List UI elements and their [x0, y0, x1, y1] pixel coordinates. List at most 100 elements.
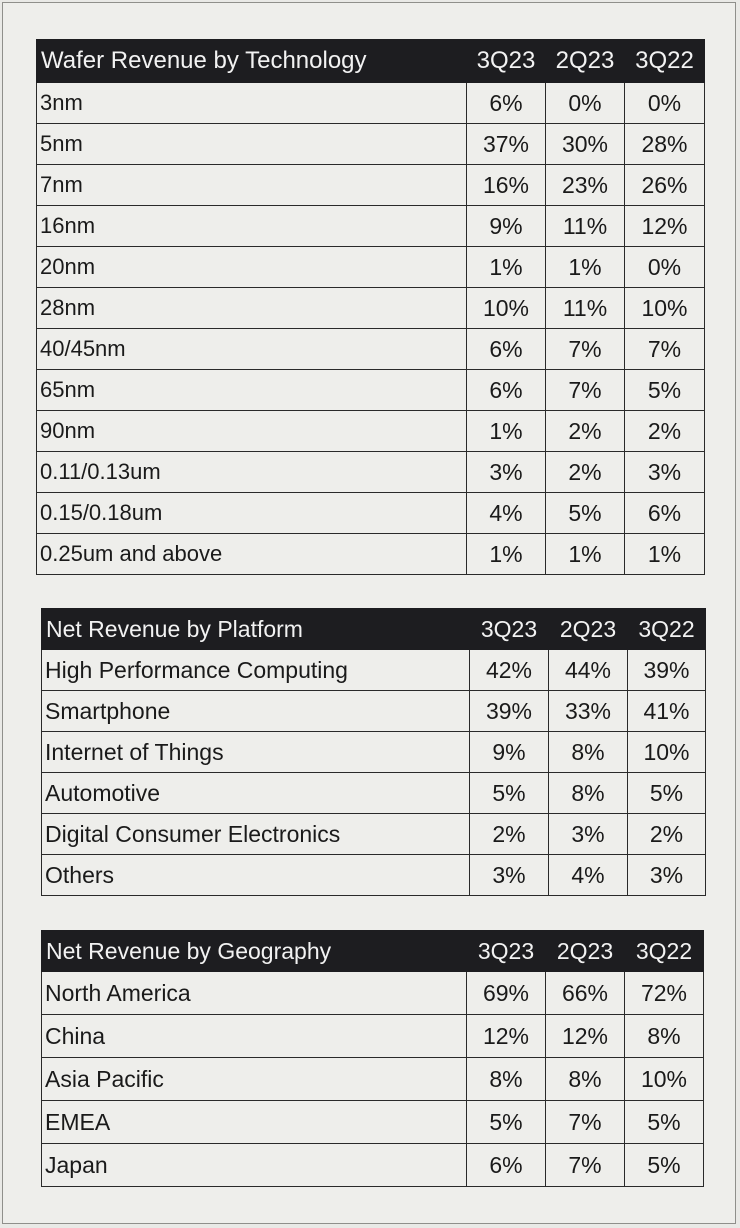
value-3q23: 9%: [466, 205, 546, 247]
row-label: Asia Pacific: [41, 1057, 467, 1101]
value-3q22: 72%: [624, 971, 704, 1015]
value-2q23: 11%: [545, 205, 625, 247]
row-label: 5nm: [36, 123, 467, 165]
value-2q23: 7%: [545, 369, 625, 411]
wafer-revenue-by-technology-table: Wafer Revenue by Technology 3Q23 2Q23 3Q…: [36, 39, 705, 575]
value-2q23: 5%: [545, 492, 625, 534]
table-row: Japan 6% 7% 5%: [41, 1143, 704, 1187]
column-header-3q23: 3Q23: [469, 608, 549, 650]
value-3q22: 8%: [624, 1014, 704, 1058]
value-3q22: 3%: [627, 854, 706, 896]
column-header-3q23: 3Q23: [466, 930, 546, 972]
row-label: 3nm: [36, 82, 467, 124]
table-row: North America 69% 66% 72%: [41, 971, 704, 1015]
value-3q22: 2%: [624, 410, 705, 452]
column-header-3q22: 3Q22: [627, 608, 706, 650]
row-label: North America: [41, 971, 467, 1015]
value-3q22: 39%: [627, 649, 706, 691]
table-row: 3nm 6% 0% 0%: [36, 82, 705, 124]
value-2q23: 7%: [545, 1100, 625, 1144]
row-label: 65nm: [36, 369, 467, 411]
table-row: 5nm 37% 30% 28%: [36, 123, 705, 165]
row-label: 20nm: [36, 246, 467, 288]
value-2q23: 8%: [548, 731, 628, 773]
value-2q23: 4%: [548, 854, 628, 896]
value-3q22: 1%: [624, 533, 705, 575]
row-label: 0.11/0.13um: [36, 451, 467, 493]
value-3q23: 42%: [469, 649, 549, 691]
value-3q23: 37%: [466, 123, 546, 165]
value-3q22: 5%: [624, 369, 705, 411]
value-2q23: 8%: [548, 772, 628, 814]
table-row: Digital Consumer Electronics 2% 3% 2%: [41, 813, 706, 855]
column-header-2q23: 2Q23: [545, 39, 625, 83]
row-label: Smartphone: [41, 690, 470, 732]
value-3q23: 10%: [466, 287, 546, 329]
column-header-2q23: 2Q23: [545, 930, 625, 972]
column-header-3q22: 3Q22: [624, 39, 705, 83]
value-2q23: 2%: [545, 451, 625, 493]
value-2q23: 44%: [548, 649, 628, 691]
table-row: China 12% 12% 8%: [41, 1014, 704, 1058]
value-3q22: 12%: [624, 205, 705, 247]
table-header-row: Wafer Revenue by Technology 3Q23 2Q23 3Q…: [36, 39, 705, 83]
value-3q23: 8%: [466, 1057, 546, 1101]
value-3q22: 5%: [624, 1143, 704, 1187]
table-row: EMEA 5% 7% 5%: [41, 1100, 704, 1144]
value-3q22: 3%: [624, 451, 705, 493]
column-header-2q23: 2Q23: [548, 608, 628, 650]
value-3q22: 6%: [624, 492, 705, 534]
row-label: 40/45nm: [36, 328, 467, 370]
table-row: 40/45nm 6% 7% 7%: [36, 328, 705, 370]
value-3q22: 5%: [627, 772, 706, 814]
value-3q23: 5%: [469, 772, 549, 814]
value-2q23: 0%: [545, 82, 625, 124]
row-label: Automotive: [41, 772, 470, 814]
value-2q23: 23%: [545, 164, 625, 206]
value-2q23: 66%: [545, 971, 625, 1015]
table-row: 28nm 10% 11% 10%: [36, 287, 705, 329]
net-revenue-by-platform-table: Net Revenue by Platform 3Q23 2Q23 3Q22 H…: [41, 608, 706, 896]
value-2q23: 11%: [545, 287, 625, 329]
value-2q23: 7%: [545, 328, 625, 370]
value-3q22: 28%: [624, 123, 705, 165]
table-row: Smartphone 39% 33% 41%: [41, 690, 706, 732]
value-3q23: 3%: [466, 451, 546, 493]
value-3q23: 6%: [466, 328, 546, 370]
value-3q23: 9%: [469, 731, 549, 773]
value-3q22: 10%: [624, 1057, 704, 1101]
value-2q23: 1%: [545, 246, 625, 288]
value-3q22: 2%: [627, 813, 706, 855]
value-2q23: 30%: [545, 123, 625, 165]
value-3q23: 4%: [466, 492, 546, 534]
value-3q23: 1%: [466, 246, 546, 288]
value-3q23: 6%: [466, 369, 546, 411]
table-row: 16nm 9% 11% 12%: [36, 205, 705, 247]
value-3q22: 5%: [624, 1100, 704, 1144]
value-2q23: 8%: [545, 1057, 625, 1101]
row-label: EMEA: [41, 1100, 467, 1144]
table-row: 0.11/0.13um 3% 2% 3%: [36, 451, 705, 493]
value-3q23: 6%: [466, 1143, 546, 1187]
table-title: Wafer Revenue by Technology: [36, 39, 467, 83]
value-3q23: 39%: [469, 690, 549, 732]
value-3q23: 12%: [466, 1014, 546, 1058]
table-row: 65nm 6% 7% 5%: [36, 369, 705, 411]
value-3q22: 0%: [624, 246, 705, 288]
net-revenue-by-geography-table: Net Revenue by Geography 3Q23 2Q23 3Q22 …: [41, 930, 704, 1187]
value-3q22: 10%: [627, 731, 706, 773]
value-3q23: 2%: [469, 813, 549, 855]
row-label: Digital Consumer Electronics: [41, 813, 470, 855]
value-3q23: 1%: [466, 533, 546, 575]
value-2q23: 12%: [545, 1014, 625, 1058]
column-header-3q23: 3Q23: [466, 39, 546, 83]
table-title: Net Revenue by Geography: [41, 930, 467, 972]
value-2q23: 1%: [545, 533, 625, 575]
row-label: 28nm: [36, 287, 467, 329]
row-label: Japan: [41, 1143, 467, 1187]
value-3q23: 16%: [466, 164, 546, 206]
value-3q23: 3%: [469, 854, 549, 896]
table-row: Internet of Things 9% 8% 10%: [41, 731, 706, 773]
value-3q23: 6%: [466, 82, 546, 124]
